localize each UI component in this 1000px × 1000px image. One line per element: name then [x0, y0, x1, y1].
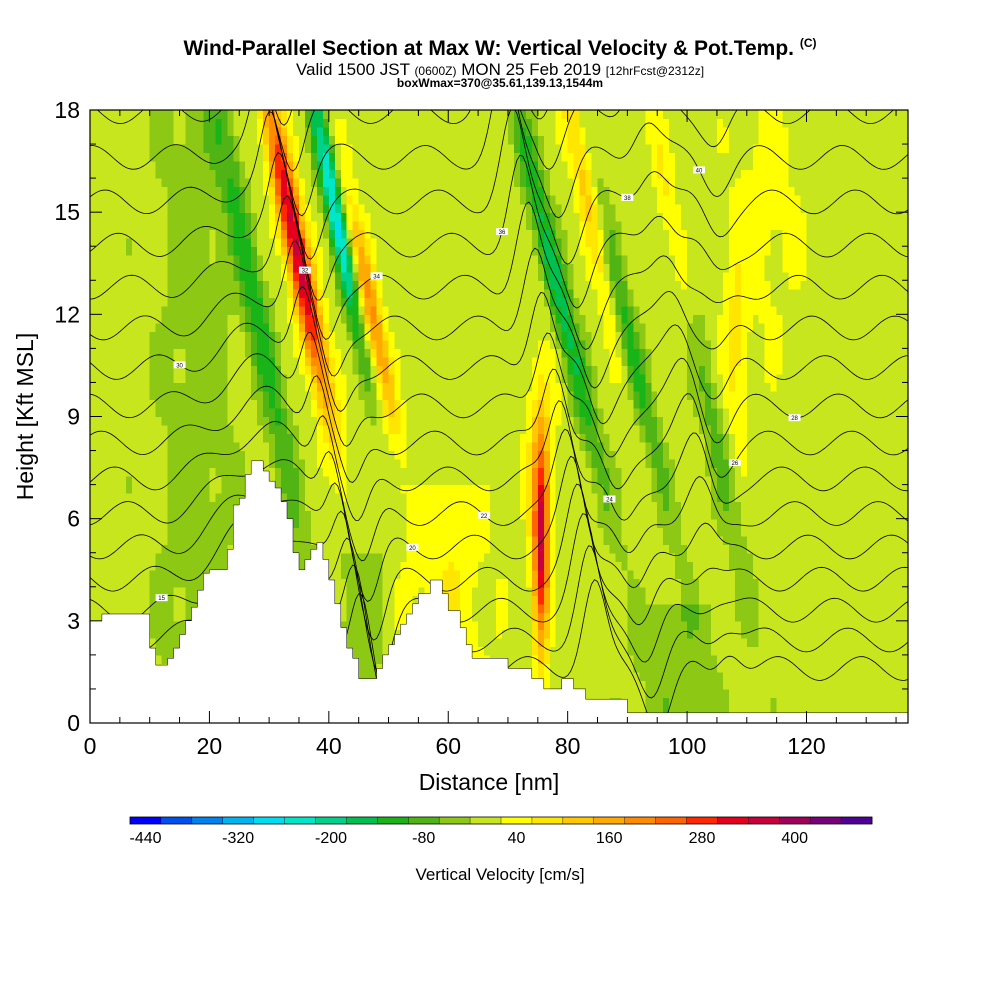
x-tick-label: 120	[787, 733, 825, 759]
colorbar-swatch	[222, 817, 254, 824]
colorbar-swatch	[284, 817, 316, 824]
isentrope-line	[96, 110, 894, 172]
y-axis-label: Height [Kft MSL]	[12, 333, 38, 500]
chart-subtitle-2: boxWmax=370@35.61,139.13,1544m	[396, 76, 604, 90]
colorbar-swatch	[160, 817, 193, 824]
isentrope-line	[90, 455, 908, 602]
isentrope-label: 20	[409, 546, 416, 552]
colorbar-swatch	[562, 817, 595, 824]
isentrope-label: 38	[624, 196, 631, 202]
colorbar-tick-label: -440	[129, 830, 161, 847]
isentrope-line	[275, 110, 548, 126]
isentrope-line	[90, 483, 908, 641]
isentrope-label: 36	[499, 230, 506, 236]
terrain	[90, 460, 908, 723]
isentrope-label-bg	[693, 166, 706, 174]
isentrope-label-bg	[603, 495, 616, 503]
colorbar-tick-label: 40	[508, 830, 526, 847]
isentrope-label-bg	[406, 543, 419, 551]
isentrope-line	[90, 332, 908, 458]
colorbar-swatch	[408, 817, 440, 824]
colorbar-label: Vertical Velocity [cm/s]	[415, 865, 584, 884]
isentrope-line	[90, 368, 908, 490]
colorbar-swatch	[779, 817, 811, 824]
y-tick-label: 3	[67, 608, 80, 634]
x-axis-label: Distance [nm]	[419, 769, 560, 795]
isentrope-line	[90, 110, 908, 219]
isentrope-line	[90, 151, 908, 309]
chart-title: Wind-Parallel Section at Max W: Vertical…	[183, 36, 817, 60]
isentrope-line	[90, 0, 908, 31]
colorbar-swatch	[810, 817, 842, 824]
isentrope-label-bg	[495, 228, 508, 236]
colorbar-swatch	[191, 817, 224, 824]
isentrope-label: 40	[696, 168, 703, 174]
isentrope-label-bg	[155, 594, 168, 602]
x-tick-label: 0	[84, 733, 97, 759]
x-tick-label: 20	[197, 733, 223, 759]
isentrope-line	[90, 0, 908, 79]
colorbar-swatch	[130, 817, 162, 824]
x-tick-label: 40	[316, 733, 342, 759]
colorbar-swatch	[377, 817, 409, 824]
x-tick-label: 60	[435, 733, 461, 759]
y-tick-label: 0	[67, 710, 80, 736]
isentrope-label: 28	[791, 416, 798, 422]
colorbar-swatch	[501, 817, 533, 824]
y-tick-label: 18	[54, 97, 80, 123]
x-tick-label: 80	[555, 733, 581, 759]
isentrope-label-bg	[728, 459, 741, 467]
colorbar-swatch	[717, 817, 749, 824]
isentrope-label-bg	[478, 511, 491, 519]
isentrope-line	[90, 110, 908, 265]
colorbar-swatch	[686, 817, 718, 824]
axis-ticks	[89, 109, 908, 724]
isentrope-label: 22	[481, 514, 488, 520]
colorbar-swatch	[624, 817, 656, 824]
colorbar-swatch	[531, 817, 564, 824]
isentrope-label-bg	[298, 266, 311, 274]
colorbar-tick-label: -320	[222, 830, 254, 847]
x-tick-label: 100	[668, 733, 706, 759]
isentrope-label-bg	[621, 193, 634, 201]
chart-subtitle: Valid 1500 JST (0600Z) MON 25 Feb 2019 […	[295, 60, 705, 79]
y-tick-label: 15	[54, 199, 80, 225]
isentrope-line	[90, 194, 908, 350]
isentrope-label-bg	[370, 272, 383, 280]
isentrope-label: 32	[302, 269, 309, 275]
colorbar-swatch	[470, 817, 502, 824]
colorbar: -440 -320 -200 -80 40 160 280 400 Vertical Veloc…	[129, 816, 873, 884]
colorbar-swatch	[748, 817, 780, 824]
title-mark: (C)	[799, 36, 817, 50]
isentrope-line	[90, 400, 908, 521]
velocity-field	[90, 110, 908, 723]
colorbar-swatch	[655, 817, 687, 824]
colorbar-tick-label: 280	[689, 830, 716, 847]
y-tick-label: 9	[67, 404, 80, 430]
isentrope-line	[90, 428, 908, 562]
colorbar-swatch	[593, 817, 625, 824]
isentrope-label: 30	[176, 363, 183, 369]
isentrope-label: 34	[373, 274, 380, 280]
colorbar-tick-label: 160	[596, 830, 623, 847]
isentrope-label: 26	[732, 461, 739, 467]
isentrope-contours: 15182022242628303234363840	[90, 0, 908, 723]
isentrope-line	[90, 240, 908, 389]
colorbar-swatch	[346, 817, 378, 824]
colorbar-tick-label: -80	[412, 830, 435, 847]
colorbar-tick-label: 400	[781, 830, 808, 847]
isentrope-label-bg	[788, 414, 801, 422]
y-tick-label: 6	[67, 506, 80, 532]
colorbar-swatch	[315, 817, 347, 824]
colorbar-swatch	[253, 817, 285, 824]
isentrope-label-bg	[173, 361, 186, 369]
colorbar-tick-label: -200	[315, 830, 347, 847]
isentrope-line	[90, 285, 908, 425]
isentrope-label: 15	[158, 596, 165, 602]
colorbar-swatch	[439, 817, 471, 824]
y-tick-label: 12	[54, 301, 80, 327]
isentrope-label: 24	[606, 497, 613, 503]
colorbar-swatch	[841, 817, 873, 824]
